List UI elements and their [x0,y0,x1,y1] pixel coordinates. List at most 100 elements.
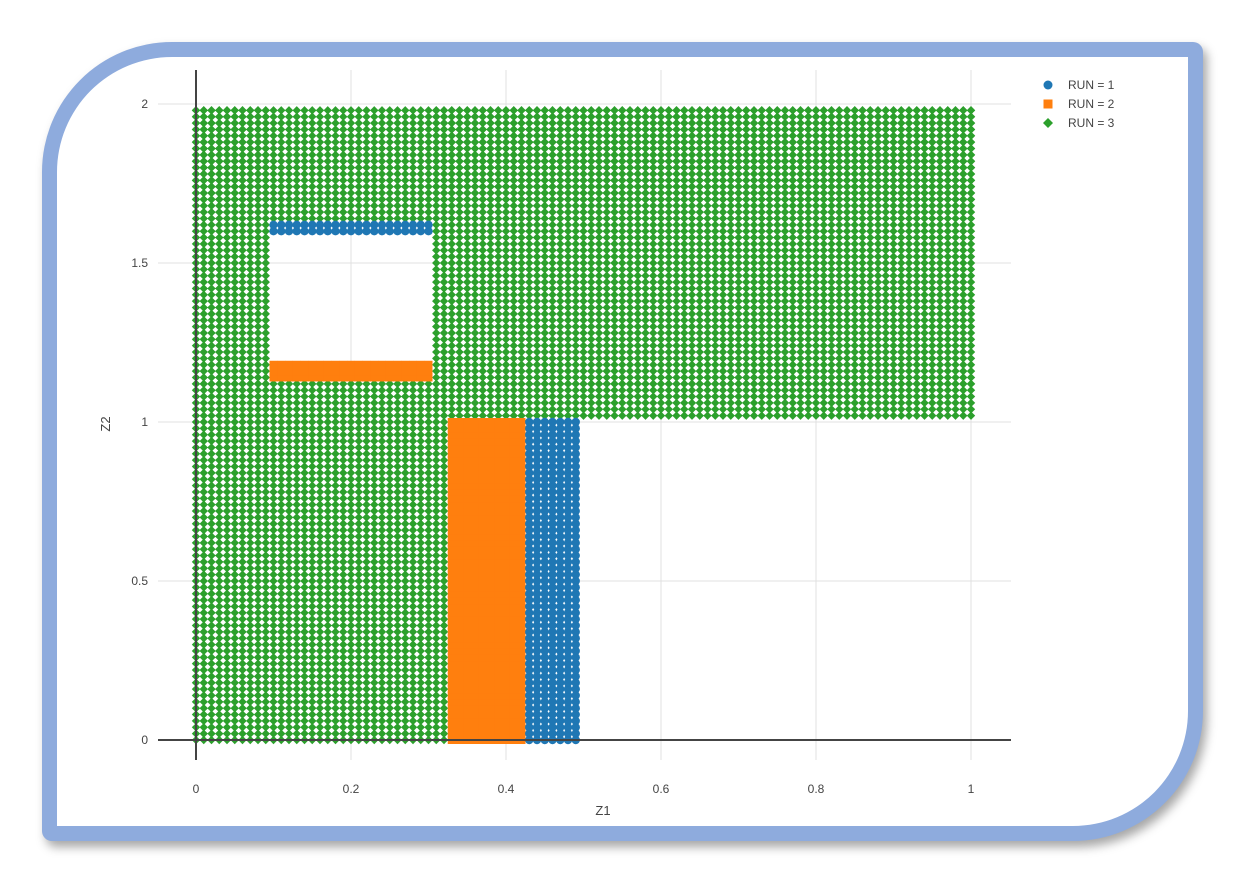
point [370,595,379,605]
point [377,646,387,656]
point [253,710,263,719]
point [377,475,387,484]
point [284,506,294,516]
point [222,468,232,478]
point [292,570,301,579]
point [308,525,317,535]
point [331,455,340,465]
point [222,513,232,522]
point [269,494,278,503]
point [439,570,449,579]
point [393,538,402,548]
point [308,665,317,675]
point [323,449,332,458]
point [238,583,247,592]
point [292,621,301,630]
point [277,506,286,516]
point [439,500,449,509]
point [346,545,356,554]
point [323,430,332,439]
point [269,570,278,579]
point [401,646,410,656]
point [207,538,216,548]
point [323,443,332,452]
point [315,443,325,452]
point [300,398,309,408]
point [261,614,270,624]
point [207,468,216,478]
point [199,411,208,420]
point [370,621,379,630]
point [199,436,208,446]
point [401,386,410,395]
point [315,525,325,535]
point [246,640,255,649]
point [238,653,247,662]
point [292,481,301,490]
point [370,392,379,401]
point [308,411,317,420]
point [385,538,394,548]
point [308,710,317,719]
point [346,672,356,681]
point [253,430,263,439]
point [432,716,441,726]
point [215,443,224,452]
point [222,710,232,719]
point [331,481,340,490]
point [238,627,247,637]
point [292,468,301,478]
point [323,665,332,675]
point [401,723,410,732]
point [408,646,418,656]
point [455,386,464,395]
point [315,455,325,465]
point [261,398,270,408]
point [246,710,255,719]
point [385,500,394,509]
point [300,653,309,662]
point [261,672,270,681]
point [432,684,441,694]
point [377,411,387,420]
point [393,405,402,414]
series-run-3 [191,106,976,745]
point [424,564,433,573]
point [222,405,232,414]
point [238,697,247,707]
point [261,646,270,656]
point [230,462,239,471]
point [199,659,208,668]
point [315,532,325,541]
point [222,729,232,738]
point [354,519,363,528]
point [277,608,286,617]
point [339,716,348,726]
point [269,481,278,490]
point [416,583,425,592]
point [362,398,371,408]
point [215,424,224,433]
point [207,729,216,738]
point [424,430,433,439]
point [385,519,394,528]
point [207,532,216,541]
point [331,614,340,624]
point [323,475,332,484]
point [362,411,371,420]
point [238,443,247,452]
point [230,494,239,503]
point [323,551,332,560]
point [393,691,402,700]
point [292,614,301,624]
point [308,462,317,471]
point [199,398,208,408]
point [222,646,232,656]
point [308,602,317,611]
point [408,506,418,516]
point [354,487,363,497]
point [222,672,232,681]
point [354,386,363,395]
point [393,398,402,408]
point [284,405,294,414]
